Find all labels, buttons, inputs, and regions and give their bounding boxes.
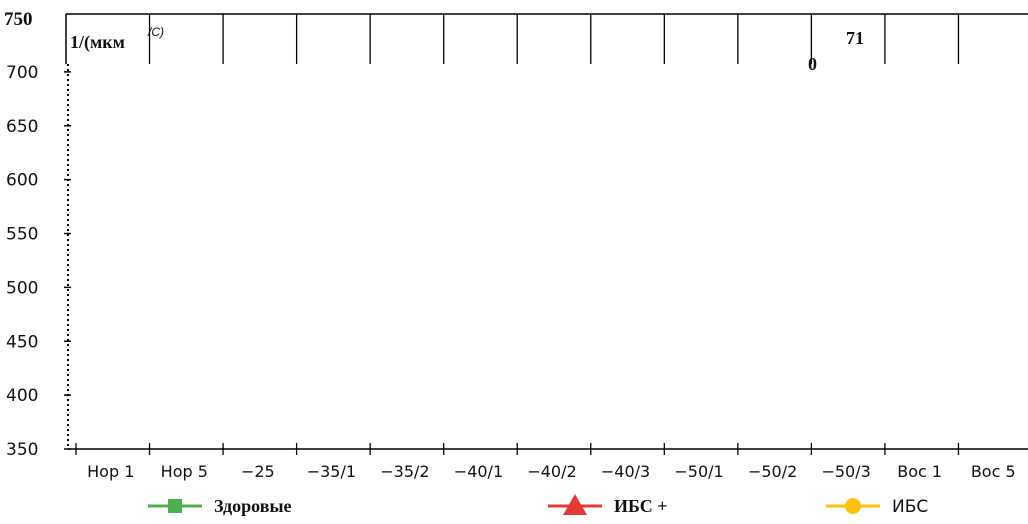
x-tick-label: −35/1	[307, 462, 356, 481]
y-tick-label: 600	[6, 171, 38, 191]
legend-marker-square	[168, 499, 182, 513]
y-tick-label: 650	[6, 117, 38, 137]
x-tick-label: −50/1	[674, 462, 723, 481]
x-tick-label: −35/2	[380, 462, 429, 481]
x-tick-label: Нор 1	[87, 462, 134, 481]
x-tick-label: −40/2	[527, 462, 576, 481]
x-tick-label: Вос 1	[897, 462, 942, 481]
y-unit-superscript: /С)	[147, 25, 164, 39]
y-tick-label: 450	[6, 332, 38, 352]
legend-label: ИБС +	[614, 496, 668, 516]
legend-marker-triangle	[563, 494, 587, 515]
legend-label: Здоровые	[214, 496, 291, 516]
annotation-71: 71	[846, 28, 864, 48]
y-tick-label: 350	[6, 440, 38, 460]
x-tick-label: −50/2	[748, 462, 797, 481]
legend-marker-circle	[845, 498, 861, 514]
x-tick-label: −50/3	[821, 462, 870, 481]
x-tick-label: Вос 5	[971, 462, 1016, 481]
y-tick-label: 500	[6, 278, 38, 298]
annotation-0: 0	[808, 54, 817, 74]
y-tick-label: 700	[6, 63, 38, 83]
x-tick-label: −40/3	[601, 462, 650, 481]
legend-label: ИБС	[892, 497, 928, 517]
y-tick-label: 750	[4, 9, 33, 30]
y-unit-label: 1/(мкм	[70, 32, 125, 53]
x-tick-label: −40/1	[454, 462, 503, 481]
y-tick-label: 550	[6, 225, 38, 245]
y-tick-label: 400	[6, 386, 38, 406]
x-tick-label: −25	[241, 462, 275, 481]
x-tick-label: Нор 5	[161, 462, 208, 481]
